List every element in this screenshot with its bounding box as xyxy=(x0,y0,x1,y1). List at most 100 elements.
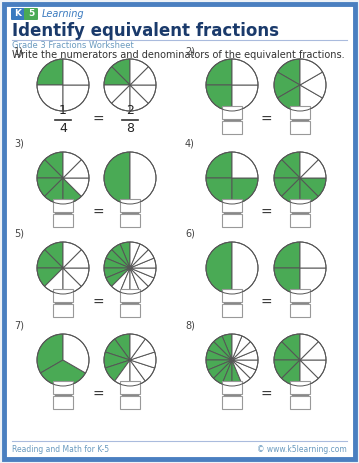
Wedge shape xyxy=(208,342,232,360)
FancyBboxPatch shape xyxy=(120,396,140,409)
FancyBboxPatch shape xyxy=(290,381,310,394)
Wedge shape xyxy=(130,360,145,386)
Wedge shape xyxy=(37,268,63,287)
Wedge shape xyxy=(115,334,130,360)
Wedge shape xyxy=(130,339,155,360)
Wedge shape xyxy=(105,339,130,360)
Wedge shape xyxy=(300,178,318,204)
Wedge shape xyxy=(63,152,81,178)
Wedge shape xyxy=(300,178,326,196)
Wedge shape xyxy=(130,268,140,294)
FancyBboxPatch shape xyxy=(222,304,242,317)
Text: Write the numerators and denominators of the equivalent fractions.: Write the numerators and denominators of… xyxy=(12,50,345,60)
Wedge shape xyxy=(232,360,250,384)
FancyBboxPatch shape xyxy=(120,304,140,317)
FancyBboxPatch shape xyxy=(120,199,140,212)
Wedge shape xyxy=(278,85,300,111)
Wedge shape xyxy=(112,244,130,268)
FancyBboxPatch shape xyxy=(290,199,310,212)
Wedge shape xyxy=(130,244,148,268)
Wedge shape xyxy=(63,178,89,196)
Wedge shape xyxy=(45,242,63,268)
Wedge shape xyxy=(300,85,322,111)
Text: =: = xyxy=(260,113,272,127)
Wedge shape xyxy=(130,360,155,381)
Wedge shape xyxy=(106,250,130,268)
FancyBboxPatch shape xyxy=(222,199,242,212)
Wedge shape xyxy=(37,160,63,178)
FancyBboxPatch shape xyxy=(53,396,73,409)
FancyBboxPatch shape xyxy=(290,106,310,119)
Wedge shape xyxy=(106,268,130,287)
Wedge shape xyxy=(300,334,318,360)
Text: 2: 2 xyxy=(126,105,134,118)
Wedge shape xyxy=(300,152,318,178)
Wedge shape xyxy=(222,334,232,360)
Wedge shape xyxy=(104,258,130,268)
Text: 5: 5 xyxy=(28,10,34,19)
Wedge shape xyxy=(37,178,63,196)
Wedge shape xyxy=(130,85,148,111)
Wedge shape xyxy=(232,360,242,386)
Wedge shape xyxy=(274,72,300,98)
FancyBboxPatch shape xyxy=(53,304,73,317)
Text: =: = xyxy=(260,296,272,310)
Wedge shape xyxy=(130,268,148,292)
Text: Learning: Learning xyxy=(42,9,85,19)
Text: 5): 5) xyxy=(14,229,24,239)
Wedge shape xyxy=(232,178,258,204)
Wedge shape xyxy=(206,85,232,111)
Wedge shape xyxy=(274,242,300,268)
Text: =: = xyxy=(92,296,104,310)
Text: =: = xyxy=(92,206,104,220)
Wedge shape xyxy=(45,152,63,178)
Text: 1): 1) xyxy=(14,46,24,56)
Wedge shape xyxy=(104,152,130,204)
Text: 8): 8) xyxy=(185,321,195,331)
Text: Identify equivalent fractions: Identify equivalent fractions xyxy=(12,22,279,40)
FancyBboxPatch shape xyxy=(222,106,242,119)
Wedge shape xyxy=(37,59,63,85)
Wedge shape xyxy=(105,360,130,381)
Wedge shape xyxy=(232,242,258,294)
Wedge shape xyxy=(120,242,130,268)
Wedge shape xyxy=(37,250,63,268)
Text: Grade 3 Fractions Worksheet: Grade 3 Fractions Worksheet xyxy=(12,42,134,50)
Text: 3): 3) xyxy=(14,139,24,149)
Wedge shape xyxy=(274,342,300,360)
Wedge shape xyxy=(206,360,232,370)
Wedge shape xyxy=(104,352,130,368)
Wedge shape xyxy=(300,360,318,386)
FancyBboxPatch shape xyxy=(53,199,73,212)
Wedge shape xyxy=(130,242,140,268)
Wedge shape xyxy=(115,360,130,386)
Wedge shape xyxy=(63,250,89,268)
FancyBboxPatch shape xyxy=(53,381,73,394)
Wedge shape xyxy=(300,242,326,268)
Text: =: = xyxy=(92,113,104,127)
Wedge shape xyxy=(63,178,81,204)
Wedge shape xyxy=(130,250,154,268)
Wedge shape xyxy=(63,268,81,294)
FancyBboxPatch shape xyxy=(222,121,242,134)
Wedge shape xyxy=(281,152,300,178)
Wedge shape xyxy=(41,360,85,386)
Wedge shape xyxy=(300,360,326,378)
FancyBboxPatch shape xyxy=(290,396,310,409)
Wedge shape xyxy=(232,334,242,360)
Wedge shape xyxy=(63,85,89,111)
Wedge shape xyxy=(63,160,89,178)
Wedge shape xyxy=(281,360,300,386)
Wedge shape xyxy=(281,178,300,204)
Wedge shape xyxy=(45,178,63,204)
Text: =: = xyxy=(92,388,104,402)
Wedge shape xyxy=(112,59,130,85)
Wedge shape xyxy=(130,258,156,268)
Text: © www.k5learning.com: © www.k5learning.com xyxy=(257,445,347,455)
Wedge shape xyxy=(130,152,156,204)
FancyBboxPatch shape xyxy=(222,214,242,227)
Wedge shape xyxy=(104,268,130,278)
Wedge shape xyxy=(130,268,154,287)
FancyBboxPatch shape xyxy=(4,4,355,459)
Wedge shape xyxy=(300,59,322,85)
